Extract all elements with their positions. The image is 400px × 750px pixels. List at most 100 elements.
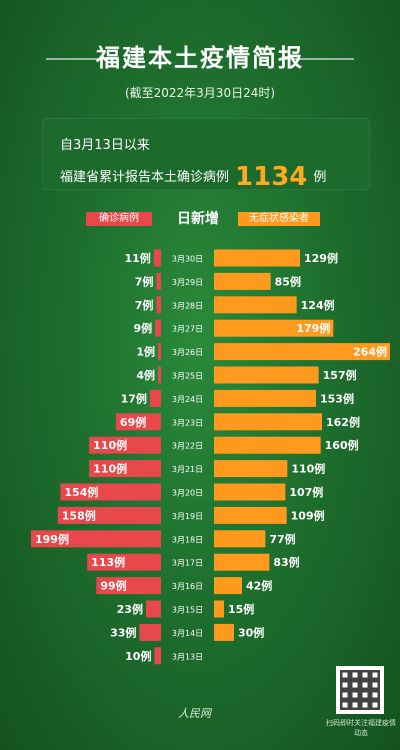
- asymptomatic-label: 15例: [228, 602, 254, 616]
- asymptomatic-bar: [214, 530, 266, 548]
- date-label: 3月19日: [172, 512, 203, 521]
- confirmed-label: 4例: [136, 368, 155, 382]
- confirmed-bar: [149, 389, 161, 407]
- asymptomatic-label: 124例: [301, 298, 335, 312]
- confirmed-bar: [158, 366, 161, 384]
- date-label: 3月24日: [172, 395, 203, 404]
- confirmed-bar: [115, 413, 161, 431]
- asymptomatic-bar: [214, 506, 287, 524]
- confirmed-bar: [57, 506, 161, 524]
- date-label: 3月28日: [172, 301, 203, 310]
- asymptomatic-label: 109例: [291, 508, 325, 522]
- confirmed-bar: [139, 623, 161, 641]
- title-area: 福建本土疫情简报: [0, 38, 400, 73]
- summary-total-line: 福建省累计报告本土确诊病例 1134 例: [60, 158, 327, 192]
- date-label: 3月30日: [172, 255, 203, 264]
- asymptomatic-label: 30例: [238, 625, 264, 639]
- asymptomatic-bar: [214, 600, 224, 618]
- asymptomatic-label: 42例: [246, 579, 272, 593]
- confirmed-bar: [156, 272, 161, 290]
- confirmed-bar: [154, 647, 161, 665]
- asymptomatic-bar: [214, 272, 271, 290]
- legend-asymptomatic: 无症状感染者: [238, 212, 320, 226]
- date-label: 3月16日: [172, 582, 203, 591]
- summary-since: 自3月13日以来: [60, 138, 150, 153]
- legend-daily: 日新增: [177, 211, 219, 227]
- asymptomatic-label: 129例: [304, 251, 338, 265]
- asymptomatic-bar: [214, 343, 390, 361]
- summary-prefix: 福建省累计报告本土确诊病例: [60, 170, 230, 185]
- asymptomatic-label: 160例: [325, 438, 359, 452]
- confirmed-label: 17例: [121, 391, 147, 405]
- confirmed-label: 9例: [133, 321, 152, 335]
- summary-total: 1134: [235, 162, 308, 192]
- asymptomatic-bar: [214, 413, 322, 431]
- qr-caption: 扫码即时关注福建疫情动态: [326, 719, 396, 737]
- asymptomatic-label: 107例: [289, 485, 323, 499]
- asymptomatic-label: 77例: [269, 532, 295, 546]
- date-label: 3月17日: [172, 559, 203, 568]
- title-decoration-right: [284, 58, 354, 60]
- asymptomatic-bar: [214, 366, 319, 384]
- confirmed-label: 69例: [120, 415, 146, 429]
- asymptomatic-bar: [214, 577, 242, 595]
- asymptomatic-bar: [214, 623, 234, 641]
- confirmed-bar: [96, 577, 161, 595]
- confirmed-bar: [155, 319, 161, 337]
- confirmed-label: 1例: [136, 345, 155, 359]
- date-label: 3月21日: [172, 465, 203, 474]
- asymptomatic-label: 162例: [326, 415, 360, 429]
- date-label: 3月29日: [172, 278, 203, 287]
- asymptomatic-label: 264例: [353, 345, 387, 359]
- legend-confirmed: 确诊病例: [86, 212, 152, 226]
- confirmed-label: 10例: [125, 649, 151, 663]
- qr-pattern: [340, 670, 380, 710]
- confirmed-label: 11例: [125, 251, 151, 265]
- qr-code-icon[interactable]: [336, 666, 384, 714]
- confirmed-label: 23例: [117, 602, 143, 616]
- confirmed-bar: [145, 600, 161, 618]
- confirmed-label: 7例: [135, 298, 154, 312]
- asymptomatic-label: 179例: [296, 321, 330, 335]
- asymptomatic-label: 85例: [275, 274, 301, 288]
- page-title: 福建本土疫情简报: [96, 44, 304, 72]
- date-label: 3月26日: [172, 348, 203, 357]
- summary-box: 自3月13日以来 福建省累计报告本土确诊病例 1134 例: [42, 118, 370, 192]
- date-label: 3月20日: [172, 489, 203, 498]
- confirmed-label: 158例: [62, 508, 96, 522]
- date-label: 3月23日: [172, 418, 203, 427]
- date-label: 3月27日: [172, 325, 203, 334]
- asymptomatic-label: 83例: [273, 555, 299, 569]
- asymptomatic-bar: [214, 389, 316, 407]
- confirmed-label: 154例: [64, 485, 98, 499]
- asymptomatic-bar: [214, 460, 288, 478]
- confirmed-label: 33例: [110, 625, 136, 639]
- confirmed-bar: [87, 553, 161, 571]
- confirmed-label: 7例: [135, 274, 154, 288]
- asymptomatic-bar: [214, 249, 300, 267]
- confirmed-bar: [156, 296, 161, 314]
- asymptomatic-bar: [214, 553, 270, 571]
- date-label: 3月14日: [172, 629, 203, 638]
- asymptomatic-bar: [214, 296, 297, 314]
- confirmed-bar: [158, 343, 161, 361]
- confirmed-label: 110例: [93, 438, 127, 452]
- asymptomatic-bar: [214, 436, 321, 454]
- confirmed-bar: [89, 460, 161, 478]
- confirmed-label: 113例: [91, 555, 125, 569]
- date-label: 3月22日: [172, 442, 203, 451]
- date-label: 3月15日: [172, 606, 203, 615]
- title-decoration-left: [46, 58, 116, 60]
- asymptomatic-label: 110例: [291, 462, 325, 476]
- date-label: 3月13日: [172, 652, 203, 661]
- confirmed-bar: [153, 249, 161, 267]
- confirmed-bar: [31, 530, 161, 548]
- date-label: 3月25日: [172, 372, 203, 381]
- confirmed-label: 199例: [35, 532, 69, 546]
- people-daily-logo: 人民网: [178, 707, 211, 720]
- date-label: 3月18日: [172, 535, 203, 544]
- confirmed-bar: [89, 436, 161, 454]
- confirmed-label: 99例: [100, 579, 126, 593]
- summary-suffix: 例: [313, 170, 327, 185]
